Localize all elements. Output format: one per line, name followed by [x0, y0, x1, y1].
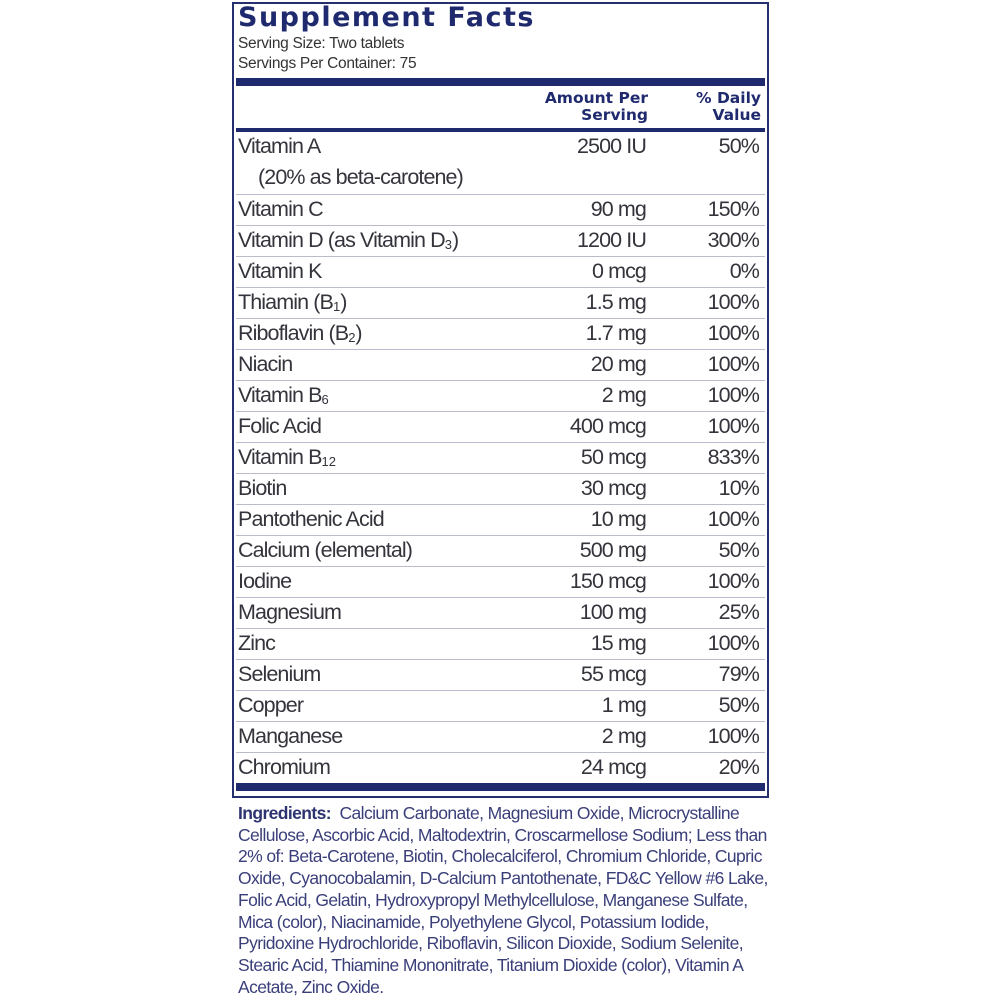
- nutrient-row: Vitamin K 0 mcg 0%: [236, 256, 765, 287]
- nutrient-name: Chromium: [238, 755, 331, 779]
- nutrient-amount: 2 mg: [601, 383, 647, 407]
- nutrient-name: Vitamin C: [238, 197, 324, 221]
- nutrient-amount: 24 mcg: [580, 755, 647, 779]
- nutrient-row: Calcium (elemental) 500 mg 50%: [236, 535, 765, 566]
- ingredients-text: Calcium Carbonate, Magnesium Oxide, Micr…: [238, 803, 768, 997]
- nutrient-amount: 100 mg: [579, 600, 647, 624]
- nutrient-row: Manganese 2 mg 100%: [236, 721, 765, 752]
- thick-divider: [236, 78, 765, 86]
- nutrient-daily-value: 100%: [707, 383, 760, 407]
- nutrient-row: Vitamin B12 50 mcg 833%: [236, 442, 765, 473]
- nutrient-amount: 10 mg: [590, 507, 647, 531]
- nutrient-row: Vitamin D (as Vitamin D3) 1200 IU 300%: [236, 225, 765, 256]
- nutrient-daily-value: 833%: [707, 445, 760, 469]
- bottom-divider: [236, 783, 765, 791]
- nutrient-row: Selenium 55 mcg 79%: [236, 659, 765, 690]
- nutrient-daily-value: 50%: [718, 693, 760, 717]
- nutrient-row: Vitamin B6 2 mg 100%: [236, 380, 765, 411]
- nutrient-name: Vitamin B6: [238, 383, 329, 407]
- nutrient-row: Niacin 20 mg 100%: [236, 349, 765, 380]
- nutrient-row: Chromium 24 mcg 20%: [236, 752, 765, 783]
- daily-value-header: % Daily Value: [696, 89, 761, 124]
- nutrient-row: Magnesium 100 mg 25%: [236, 597, 765, 628]
- nutrient-name: Manganese: [238, 724, 343, 748]
- nutrient-name: Magnesium: [238, 600, 342, 624]
- nutrient-name: Iodine: [238, 569, 292, 593]
- servings-per-container: Servings Per Container: 75: [238, 55, 417, 72]
- nutrient-amount: 400 mcg: [569, 414, 647, 438]
- nutrient-name: Selenium: [238, 662, 321, 686]
- nutrient-daily-value: 100%: [707, 321, 760, 345]
- nutrient-name: Vitamin B12: [238, 445, 336, 469]
- nutrient-amount: 50 mcg: [580, 445, 647, 469]
- amount-header: Amount Per Serving: [544, 89, 648, 124]
- nutrient-daily-value: 79%: [718, 662, 760, 686]
- nutrient-daily-value: 100%: [707, 507, 760, 531]
- nutrient-daily-value: 150%: [707, 197, 760, 221]
- nutrient-row: Pantothenic Acid 10 mg 100%: [236, 504, 765, 535]
- nutrient-daily-value: 100%: [707, 414, 760, 438]
- supplement-facts-panel: Supplement Facts Serving Size: Two table…: [232, 2, 769, 798]
- nutrient-name: Copper: [238, 693, 304, 717]
- nutrient-row: Riboflavin (B2) 1.7 mg 100%: [236, 318, 765, 349]
- nutrient-amount: 1200 IU: [576, 228, 647, 252]
- nutrient-row: Copper 1 mg 50%: [236, 690, 765, 721]
- nutrient-daily-value: 100%: [707, 290, 760, 314]
- nutrient-amount: 1 mg: [601, 693, 647, 717]
- nutrient-name: Riboflavin (B2): [238, 321, 363, 345]
- nutrient-name: Niacin: [238, 352, 293, 376]
- nutrient-amount: 15 mg: [590, 631, 647, 655]
- nutrient-amount: 90 mg: [590, 197, 647, 221]
- nutrient-amount: 55 mcg: [580, 662, 647, 686]
- serving-size: Serving Size: Two tablets: [238, 35, 405, 52]
- nutrient-name: Folic Acid: [238, 414, 322, 438]
- nutrient-amount: 150 mcg: [569, 569, 647, 593]
- nutrient-row: Zinc 15 mg 100%: [236, 628, 765, 659]
- nutrient-name: Calcium (elemental): [238, 538, 413, 562]
- nutrient-daily-value: 300%: [707, 228, 760, 252]
- nutrient-row-vitamin-a: Vitamin A 2500 IU 50% (20% as beta-carot…: [238, 134, 760, 189]
- nutrient-name: Zinc: [238, 631, 276, 655]
- nutrient-daily-value: 100%: [707, 569, 760, 593]
- nutrient-row: Thiamin (B1) 1.5 mg 100%: [236, 287, 765, 318]
- nutrient-daily-value: 0%: [729, 259, 760, 283]
- nutrient-daily-value: 100%: [707, 631, 760, 655]
- nutrient-daily-value: 25%: [718, 600, 760, 624]
- nutrient-row: Biotin 30 mcg 10%: [236, 473, 765, 504]
- nutrient-name: Biotin: [238, 476, 287, 500]
- nutrient-amount: 30 mcg: [580, 476, 647, 500]
- nutrient-amount: 2 mg: [601, 724, 647, 748]
- nutrient-name: Vitamin D (as Vitamin D3): [238, 228, 459, 252]
- nutrient-amount: 1.7 mg: [585, 321, 647, 345]
- nutrient-daily-value: 20%: [718, 755, 760, 779]
- nutrient-row: Folic Acid 400 mcg 100%: [236, 411, 765, 442]
- nutrient-daily-value: 100%: [707, 352, 760, 376]
- nutrient-row: Vitamin C 90 mg 150%: [236, 194, 765, 225]
- nutrient-amount: 1.5 mg: [585, 290, 647, 314]
- nutrient-daily-value: 50%: [718, 538, 760, 562]
- nutrient-name: Pantothenic Acid: [238, 507, 385, 531]
- nutrient-amount: 20 mg: [590, 352, 647, 376]
- nutrient-daily-value: 10%: [718, 476, 760, 500]
- header-divider: [236, 128, 765, 132]
- nutrient-name: Vitamin K: [238, 259, 322, 283]
- ingredients-list: Ingredients: Calcium Carbonate, Magnesiu…: [238, 803, 778, 998]
- nutrient-daily-value: 100%: [707, 724, 760, 748]
- nutrient-amount: 500 mg: [579, 538, 647, 562]
- nutrient-row: Iodine 150 mcg 100%: [236, 566, 765, 597]
- nutrient-amount: 0 mcg: [591, 259, 647, 283]
- panel-title: Supplement Facts: [238, 2, 535, 33]
- nutrient-name: Thiamin (B1): [238, 290, 347, 314]
- ingredients-label: Ingredients:: [238, 803, 332, 823]
